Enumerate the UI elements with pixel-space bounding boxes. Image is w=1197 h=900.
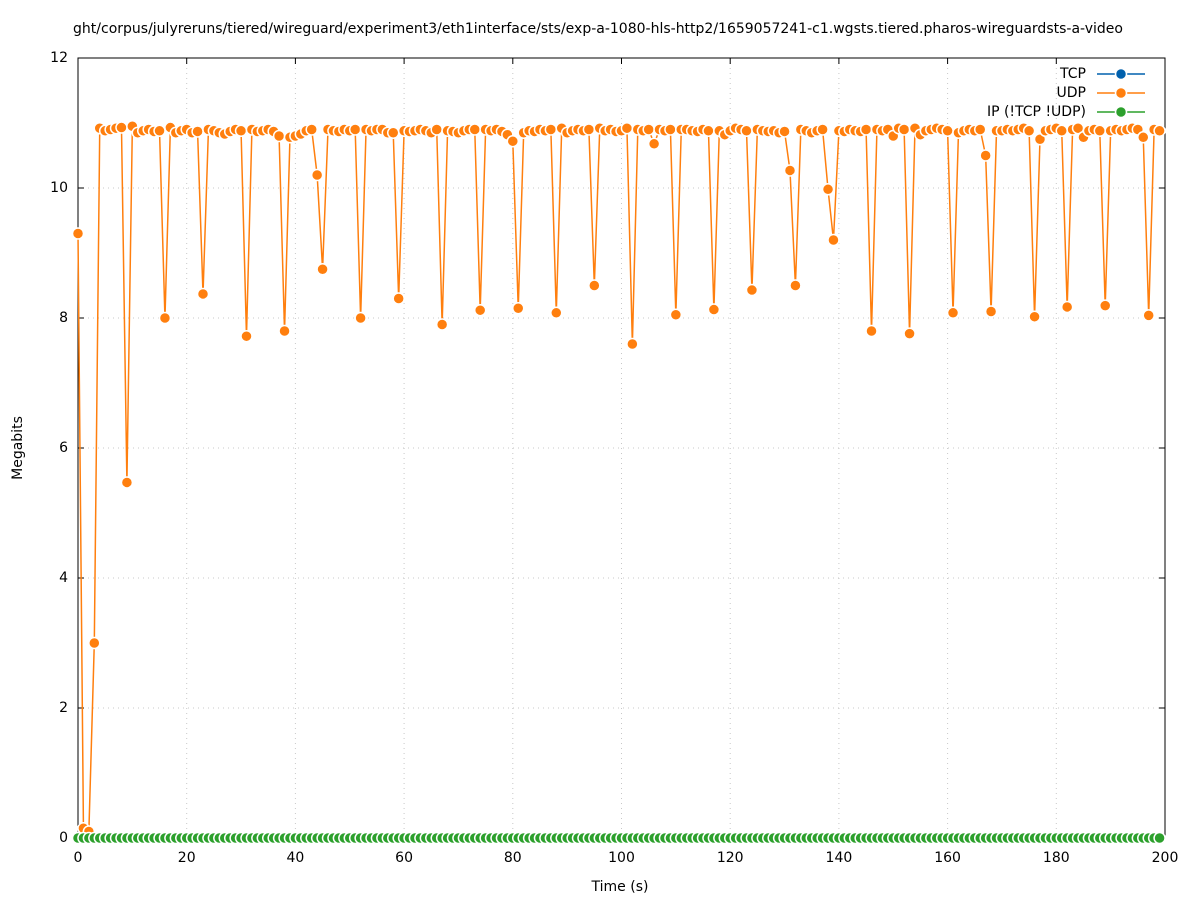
series-line: [77, 124, 1160, 833]
data-point: [115, 121, 128, 134]
data-point: [588, 279, 601, 292]
data-point: [1060, 300, 1074, 314]
data-point: [1153, 831, 1166, 845]
data-point: [664, 123, 677, 136]
x-tick-label: 200: [1152, 850, 1179, 866]
data-point: [120, 476, 134, 489]
y-tick-label: 0: [59, 830, 68, 846]
data-point: [348, 123, 362, 136]
data-point: [1028, 310, 1041, 323]
data-point: [946, 306, 960, 320]
data-point: [620, 121, 634, 135]
y-tick-label: 2: [59, 700, 68, 716]
data-point: [506, 134, 520, 148]
data-point: [1137, 131, 1150, 144]
data-point: [473, 303, 487, 317]
y-tick-label: 4: [59, 570, 68, 586]
data-point: [1093, 124, 1107, 138]
y-axis-label: Megabits: [10, 416, 26, 480]
x-tick-label: 120: [717, 850, 744, 866]
y-tick-label: 10: [50, 180, 68, 196]
y-tick-label: 6: [59, 440, 68, 456]
data-point: [984, 305, 998, 318]
x-tick-label: 20: [178, 850, 196, 866]
chart-title: ght/corpus/julyreruns/tiered/wireguard/e…: [73, 21, 1123, 37]
data-point: [153, 124, 166, 138]
data-point: [544, 123, 558, 136]
x-tick-label: 80: [504, 850, 522, 866]
data-point: [550, 306, 563, 320]
x-tick-label: 180: [1043, 850, 1070, 866]
data-point: [196, 287, 210, 301]
data-point: [511, 302, 525, 315]
data-point: [88, 636, 101, 650]
data-point: [1142, 309, 1155, 322]
data-point: [973, 123, 987, 136]
data-point: [707, 303, 721, 316]
data-point: [740, 124, 753, 138]
data-point: [240, 329, 253, 343]
data-point: [778, 125, 791, 138]
data-point: [1055, 124, 1068, 138]
data-point: [789, 279, 802, 292]
data-point: [1153, 124, 1166, 138]
legend-swatch-point: [1114, 86, 1128, 100]
data-point: [468, 123, 482, 136]
data-point: [354, 311, 367, 325]
x-axis-label: Time (s): [591, 879, 649, 895]
data-point: [71, 227, 85, 240]
data-point: [783, 164, 797, 177]
y-tick-label: 12: [50, 50, 68, 66]
data-point: [979, 149, 992, 162]
data-point: [310, 168, 324, 182]
x-tick-label: 40: [286, 850, 304, 866]
y-tick-label: 8: [59, 310, 68, 326]
data-point: [626, 337, 639, 351]
data-point: [392, 292, 405, 305]
x-tick-label: 140: [826, 850, 853, 866]
data-point: [272, 129, 286, 143]
data-point: [305, 123, 318, 136]
data-point: [316, 263, 329, 276]
data-point: [903, 327, 916, 340]
legend-swatch-point: [1114, 67, 1128, 81]
data-point: [821, 183, 835, 196]
legend-label: UDP: [1057, 85, 1086, 101]
x-tick-label: 0: [74, 850, 83, 866]
legend-swatch-point: [1114, 105, 1128, 119]
data-point: [647, 137, 661, 151]
data-point: [859, 123, 873, 136]
data-point: [158, 311, 172, 325]
data-point: [642, 123, 655, 136]
data-point: [816, 123, 829, 136]
data-point: [702, 124, 715, 138]
data-point: [582, 123, 596, 136]
data-point: [827, 233, 840, 247]
legend-label: TCP: [1059, 66, 1086, 82]
x-tick-label: 60: [395, 850, 413, 866]
data-point: [865, 324, 878, 338]
data-point: [191, 125, 204, 138]
data-point: [430, 123, 443, 136]
data-point: [1022, 124, 1036, 138]
legend-label: IP (!TCP !UDP): [987, 104, 1086, 120]
data-point: [435, 318, 449, 331]
data-point: [234, 124, 248, 138]
data-point: [386, 126, 400, 139]
data-point: [897, 123, 911, 136]
x-tick-label: 160: [934, 850, 961, 866]
data-point: [278, 324, 291, 338]
data-point: [745, 283, 759, 297]
data-point: [1098, 299, 1112, 312]
data-point: [669, 308, 683, 321]
x-tick-label: 100: [608, 850, 635, 866]
data-point: [941, 124, 954, 138]
